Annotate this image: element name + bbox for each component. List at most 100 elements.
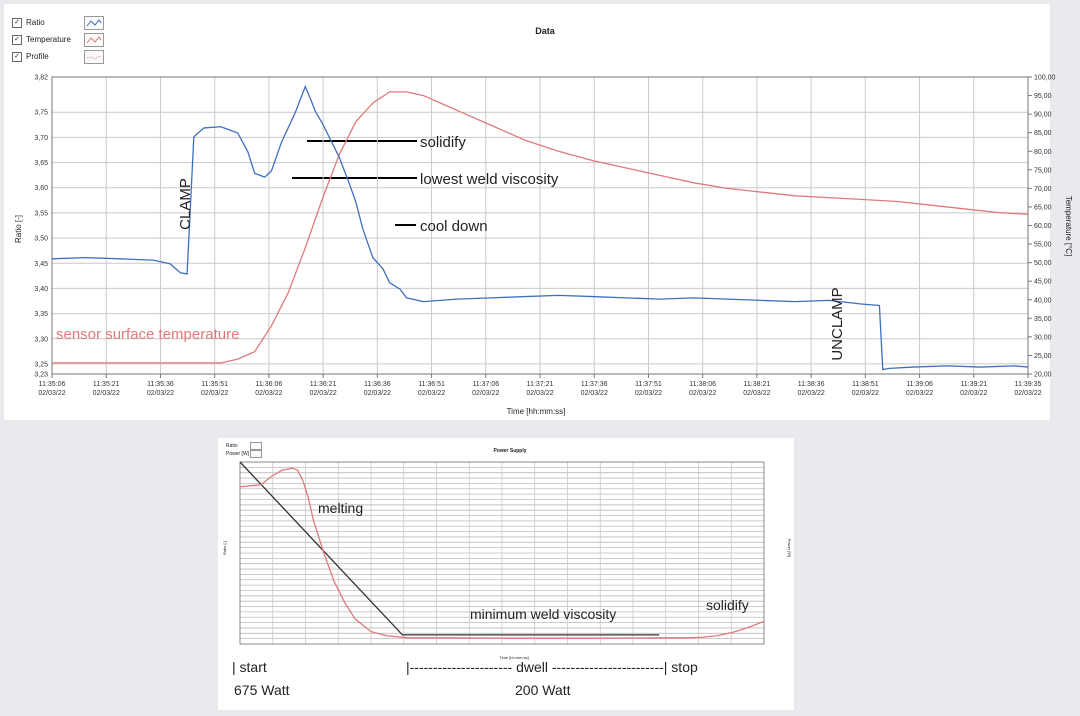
legend-label: Ratio bbox=[226, 443, 238, 449]
plot-area-border bbox=[239, 461, 765, 645]
plot-area-border bbox=[51, 76, 1029, 375]
bottom-legend: Ratio Power [W] bbox=[226, 442, 262, 458]
series-line-ratio bbox=[239, 467, 765, 639]
x-tick-date-label: 02/03/22 bbox=[526, 390, 553, 397]
x-tick-date-label: 02/03/22 bbox=[255, 390, 282, 397]
y-tick-label: 3,23 bbox=[34, 372, 48, 379]
x-tick-date-label: 02/03/22 bbox=[1014, 390, 1041, 397]
y-tick-label: 3,75 bbox=[34, 110, 48, 117]
x-tick-label: 11:38:36 bbox=[798, 381, 825, 388]
y-tick-label: 3,70 bbox=[34, 135, 48, 142]
x-tick-date-label: 02/03/22 bbox=[38, 390, 65, 397]
x-tick-date-label: 02/03/22 bbox=[93, 390, 120, 397]
legend-label: Power [W] bbox=[226, 451, 250, 457]
ratio-swatch-icon bbox=[250, 442, 262, 450]
y-tick-label: 3,25 bbox=[34, 361, 48, 368]
y2-tick-label: 55,00 bbox=[1034, 242, 1052, 249]
y-axis-label: Ratio [-] bbox=[222, 541, 227, 555]
y2-tick-label: 60,00 bbox=[1034, 223, 1052, 230]
chart-title: Power Supply bbox=[493, 448, 526, 454]
y2-tick-label: 100,00 bbox=[1034, 75, 1056, 82]
y2-tick-label: 30,00 bbox=[1034, 334, 1052, 341]
x-tick-date-label: 02/03/22 bbox=[201, 390, 228, 397]
x-tick-label: 11:38:21 bbox=[744, 381, 771, 388]
y-tick-label: 3,82 bbox=[34, 75, 48, 82]
legend-item-power[interactable]: Power [W] bbox=[226, 450, 262, 458]
top-legend: ✓ Ratio ✓ Temperature ✓ Profile bbox=[12, 14, 104, 65]
y2-tick-label: 40,00 bbox=[1034, 297, 1052, 304]
annotation-solidify: solidify bbox=[706, 597, 749, 613]
x-tick-label: 11:39:35 bbox=[1015, 381, 1042, 388]
x-tick-date-label: 02/03/22 bbox=[472, 390, 499, 397]
x-tick-date-label: 02/03/22 bbox=[960, 390, 987, 397]
y2-tick-label: 20,00 bbox=[1034, 372, 1052, 379]
annotation-clamp: CLAMP bbox=[177, 178, 194, 230]
annotation-solidify: solidify bbox=[420, 134, 466, 151]
legend-item-temperature[interactable]: ✓ Temperature bbox=[12, 31, 104, 48]
x-tick-date-label: 02/03/22 bbox=[797, 390, 824, 397]
y2-tick-label: 35,00 bbox=[1034, 316, 1052, 323]
y2-tick-label: 45,00 bbox=[1034, 279, 1052, 286]
legend-item-ratio[interactable]: ✓ Ratio bbox=[12, 14, 104, 31]
x-tick-label: 11:35:06 bbox=[39, 381, 66, 388]
y-tick-label: 3,40 bbox=[34, 286, 48, 293]
x-tick-label: 11:36:51 bbox=[418, 381, 445, 388]
y-tick-label: 3,65 bbox=[34, 160, 48, 167]
x-tick-label: 11:37:21 bbox=[527, 381, 554, 388]
x-tick-label: 11:39:06 bbox=[906, 381, 933, 388]
top-chart-svg: Data Time [hh:mm:ss] Ratio [-] Temperatu… bbox=[14, 26, 1073, 416]
x-tick-date-label: 02/03/22 bbox=[743, 390, 770, 397]
checkbox-checked-icon[interactable]: ✓ bbox=[12, 51, 22, 62]
x-axis-label: Time [hh:mm:ss] bbox=[507, 407, 566, 416]
y-tick-label: 3,55 bbox=[34, 210, 48, 217]
ratio-swatch-icon bbox=[84, 15, 104, 30]
series-line-power bbox=[239, 461, 660, 636]
x-tick-label: 11:38:06 bbox=[689, 381, 716, 388]
chart-title: Data bbox=[535, 26, 556, 36]
x-tick-label: 11:36:21 bbox=[310, 381, 337, 388]
annotation-dwell-stop: |---------------------- dwell ----------… bbox=[406, 659, 698, 675]
bottom-chart-panel: Ratio Power [W] Power Supply Time [hh:mm… bbox=[218, 438, 794, 710]
x-tick-date-label: 02/03/22 bbox=[852, 390, 879, 397]
y-tick-label: 3,60 bbox=[34, 185, 48, 192]
y2-tick-label: 95,00 bbox=[1034, 93, 1052, 100]
checkbox-checked-icon[interactable]: ✓ bbox=[12, 17, 22, 28]
temperature-swatch-icon bbox=[84, 32, 104, 47]
series-line-ratio bbox=[51, 84, 1029, 371]
x-tick-date-label: 02/03/22 bbox=[906, 390, 933, 397]
y-tick-label: 3,50 bbox=[34, 236, 48, 243]
series-line-temperature bbox=[52, 91, 1029, 364]
y-tick-label: 3,45 bbox=[34, 261, 48, 268]
y-axis-label: Ratio [-] bbox=[14, 215, 23, 243]
power-swatch-icon bbox=[250, 450, 262, 458]
y2-tick-label: 50,00 bbox=[1034, 260, 1052, 267]
y2-tick-label: 80,00 bbox=[1034, 149, 1052, 156]
x-tick-date-label: 02/03/22 bbox=[364, 390, 391, 397]
annotation-675-watt: 675 Watt bbox=[234, 682, 290, 698]
x-axis-label: Time [hh:mm:ss] bbox=[499, 655, 528, 660]
x-tick-label: 11:38:51 bbox=[852, 381, 879, 388]
y2-tick-label: 65,00 bbox=[1034, 204, 1052, 211]
x-tick-date-label: 02/03/22 bbox=[147, 390, 174, 397]
x-tick-label: 11:39:21 bbox=[960, 381, 987, 388]
y2-axis-label: Temperature [°C] bbox=[1064, 196, 1073, 257]
x-tick-label: 11:35:21 bbox=[93, 381, 120, 388]
x-tick-label: 11:37:06 bbox=[472, 381, 499, 388]
annotation-unclamp: UNCLAMP bbox=[829, 287, 846, 360]
annotation-cool-down: cool down bbox=[420, 218, 488, 235]
legend-item-profile[interactable]: ✓ Profile bbox=[12, 48, 104, 65]
x-tick-label: 11:36:36 bbox=[364, 381, 391, 388]
x-tick-date-label: 02/03/22 bbox=[309, 390, 336, 397]
x-tick-label: 11:36:06 bbox=[256, 381, 283, 388]
y2-tick-label: 25,00 bbox=[1034, 353, 1052, 360]
x-tick-date-label: 02/03/22 bbox=[418, 390, 445, 397]
x-tick-label: 11:37:36 bbox=[581, 381, 608, 388]
checkbox-checked-icon[interactable]: ✓ bbox=[12, 34, 22, 45]
y2-tick-label: 85,00 bbox=[1034, 130, 1052, 137]
y2-tick-label: 70,00 bbox=[1034, 186, 1052, 193]
annotation-200-watt: 200 Watt bbox=[515, 682, 571, 698]
y2-axis-label: Power [W] bbox=[787, 539, 792, 557]
annotation-start: | start bbox=[232, 659, 267, 675]
legend-item-ratio[interactable]: Ratio bbox=[226, 442, 262, 450]
y-tick-label: 3,30 bbox=[34, 336, 48, 343]
